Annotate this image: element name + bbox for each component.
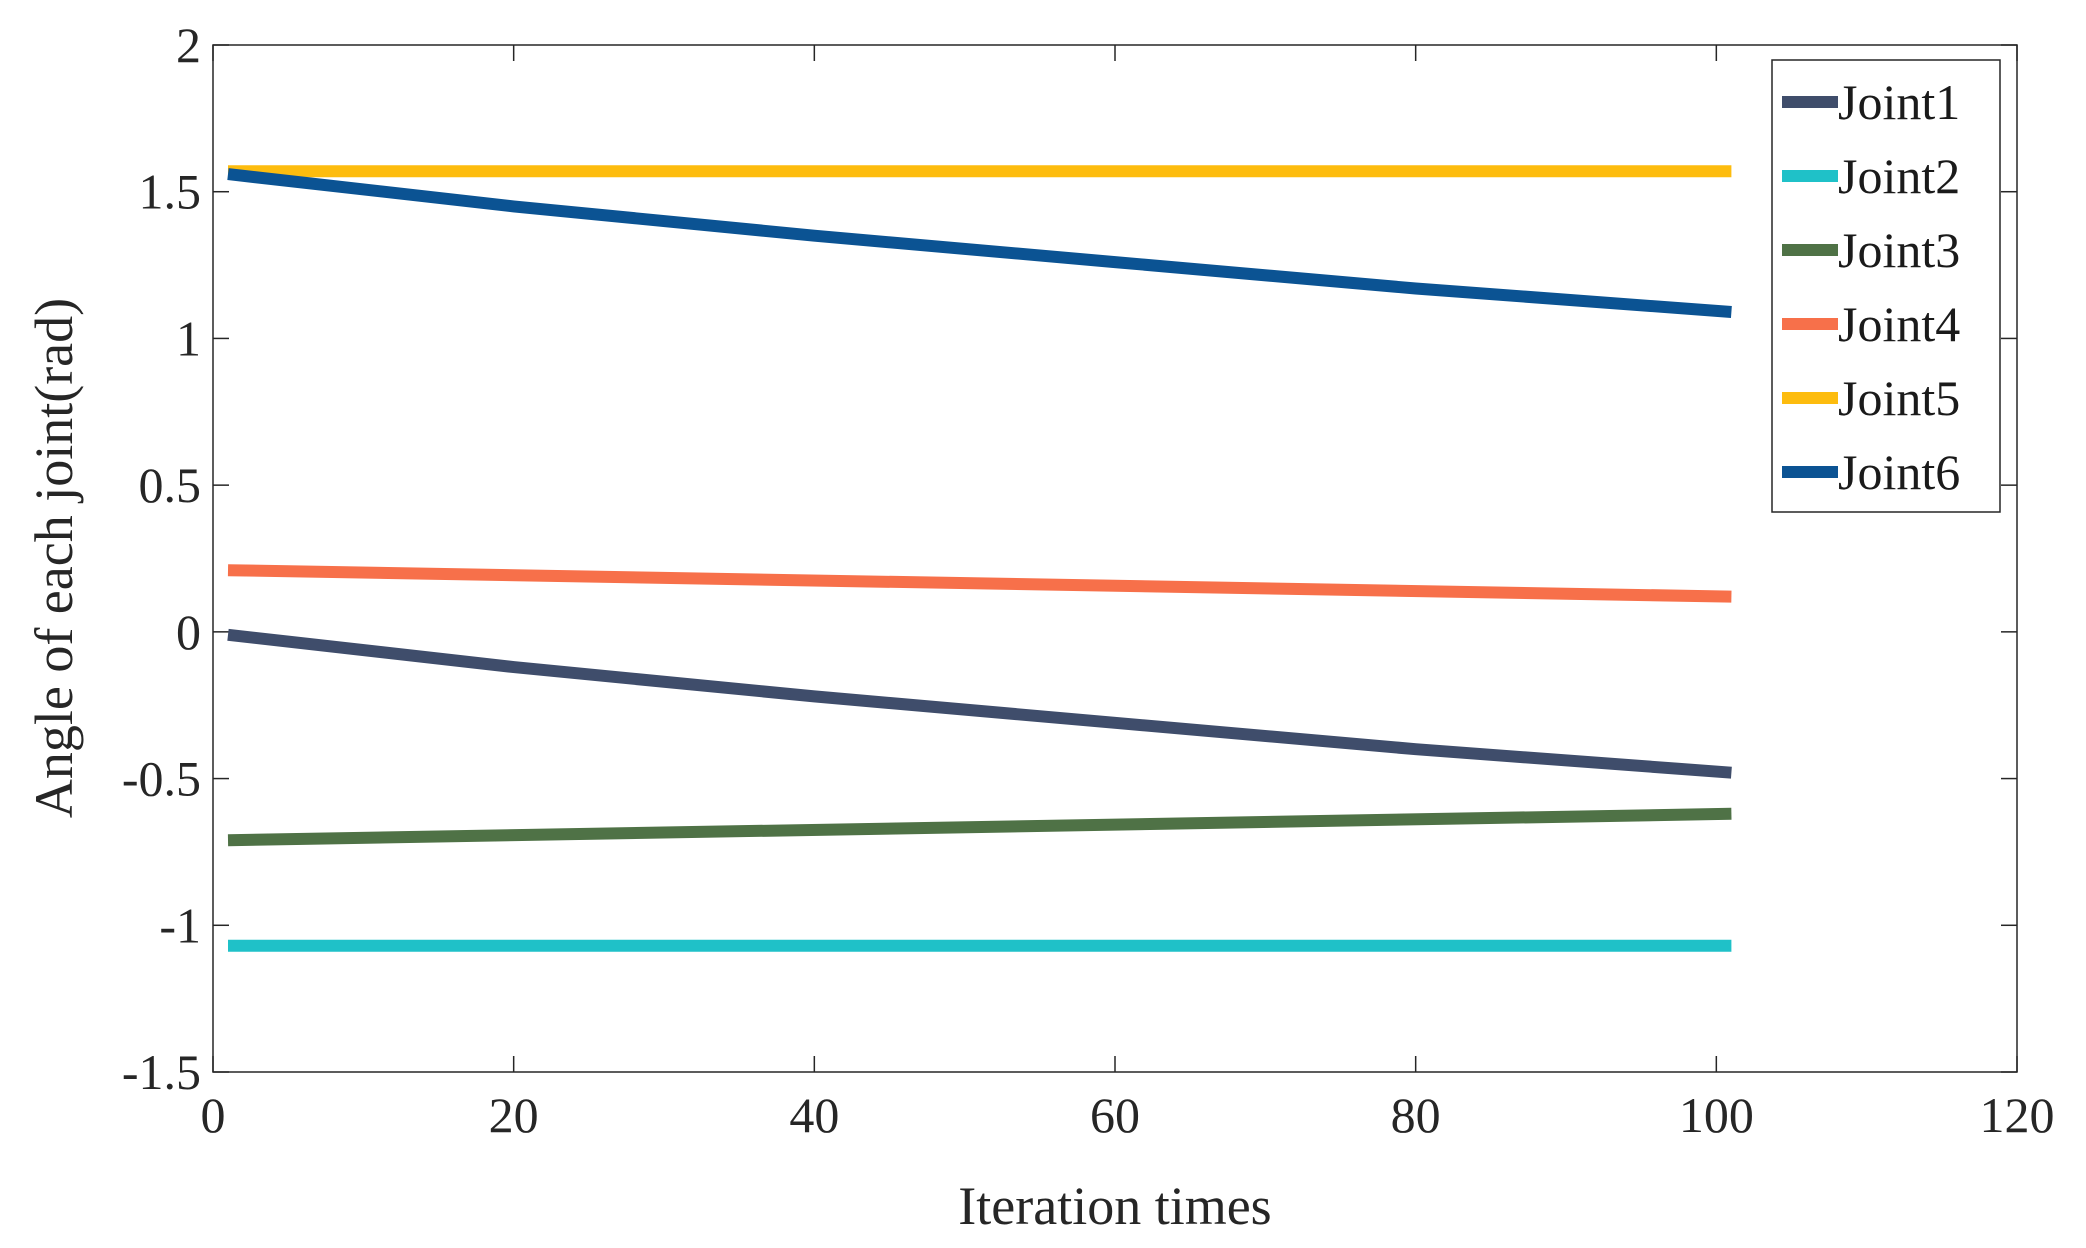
legend: Joint1 Joint2 Joint3 Joint4 Joint5 Joint6 [1771, 59, 2001, 513]
series-line-joint1 [227, 628, 1732, 779]
y-tick-label: -0.5 [122, 751, 201, 807]
x-tick-label: 40 [789, 1087, 839, 1143]
legend-label-joint5: Joint5 [1838, 370, 1960, 426]
x-tick-label: 0 [201, 1087, 226, 1143]
legend-box [1771, 59, 2001, 513]
plot-area [212, 44, 2018, 1073]
x-axis-label: Iteration times [958, 1176, 1271, 1236]
series-line-joint4 [227, 564, 1732, 603]
y-tick-label: -1 [159, 897, 201, 953]
series-lines [227, 165, 1732, 952]
y-tick-label: 0 [176, 604, 201, 660]
x-tick-label: 100 [1679, 1087, 1754, 1143]
legend-label-joint1: Joint1 [1838, 74, 1960, 130]
tick-labels: 0 20 40 60 80 100 120 -1.5 -1 -0.5 0 0.5 1 1.5 2 [122, 17, 2055, 1143]
legend-label-joint3: Joint3 [1838, 222, 1960, 278]
series-line-joint3 [227, 807, 1732, 847]
x-tick-label: 120 [1980, 1087, 2055, 1143]
y-tick-label: 0.5 [139, 457, 202, 513]
y-tick-label: 1.5 [139, 164, 202, 220]
axis-ticks [212, 44, 2018, 1073]
y-tick-label: -1.5 [122, 1044, 201, 1100]
legend-label-joint4: Joint4 [1838, 296, 1960, 352]
legend-label-joint6: Joint6 [1838, 444, 1960, 500]
y-tick-label: 1 [176, 310, 201, 366]
x-tick-label: 20 [489, 1087, 539, 1143]
series-line-joint6 [227, 168, 1732, 318]
x-tick-label: 60 [1090, 1087, 1140, 1143]
x-tick-label: 80 [1391, 1087, 1441, 1143]
legend-label-joint2: Joint2 [1838, 148, 1960, 204]
y-tick-label: 2 [176, 17, 201, 73]
y-axis-label: Angle of each joint(rad) [24, 298, 84, 818]
